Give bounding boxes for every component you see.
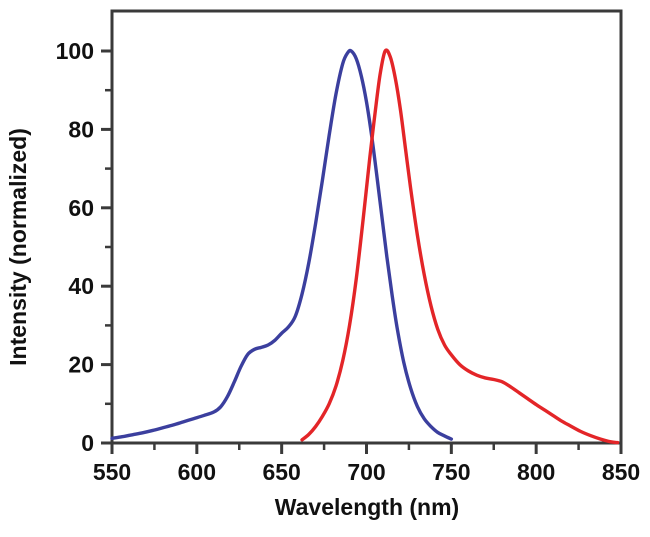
x-tick-label: 700: [347, 459, 385, 485]
y-tick-label: 40: [68, 273, 94, 299]
y-tick-label: 60: [68, 195, 94, 221]
y-axis-ticks: [101, 49, 112, 445]
x-tick-label: 750: [432, 459, 470, 485]
x-tick-label: 550: [93, 459, 131, 485]
y-axis-title: Intensity (normalized): [5, 128, 31, 366]
x-tick-label: 850: [602, 459, 640, 485]
x-axis-ticks: [110, 443, 623, 454]
x-tick-label: 800: [517, 459, 555, 485]
y-tick-label: 80: [68, 116, 94, 142]
curve-blue-curve: [110, 48, 454, 441]
y-tick-label: 0: [81, 430, 94, 456]
y-tick-label: 20: [68, 352, 94, 378]
x-tick-label: 650: [262, 459, 300, 485]
data-curves: [110, 48, 620, 445]
curve-red-curve: [300, 48, 620, 445]
x-axis-title: Wavelength (nm): [275, 494, 459, 520]
x-tick-label: 600: [178, 459, 216, 485]
y-axis-tick-labels: 0 20 40 60 80 100: [56, 38, 94, 456]
y-tick-label: 100: [56, 38, 94, 64]
x-axis-tick-labels: 550 600 650 700 750 800 850: [93, 459, 640, 485]
